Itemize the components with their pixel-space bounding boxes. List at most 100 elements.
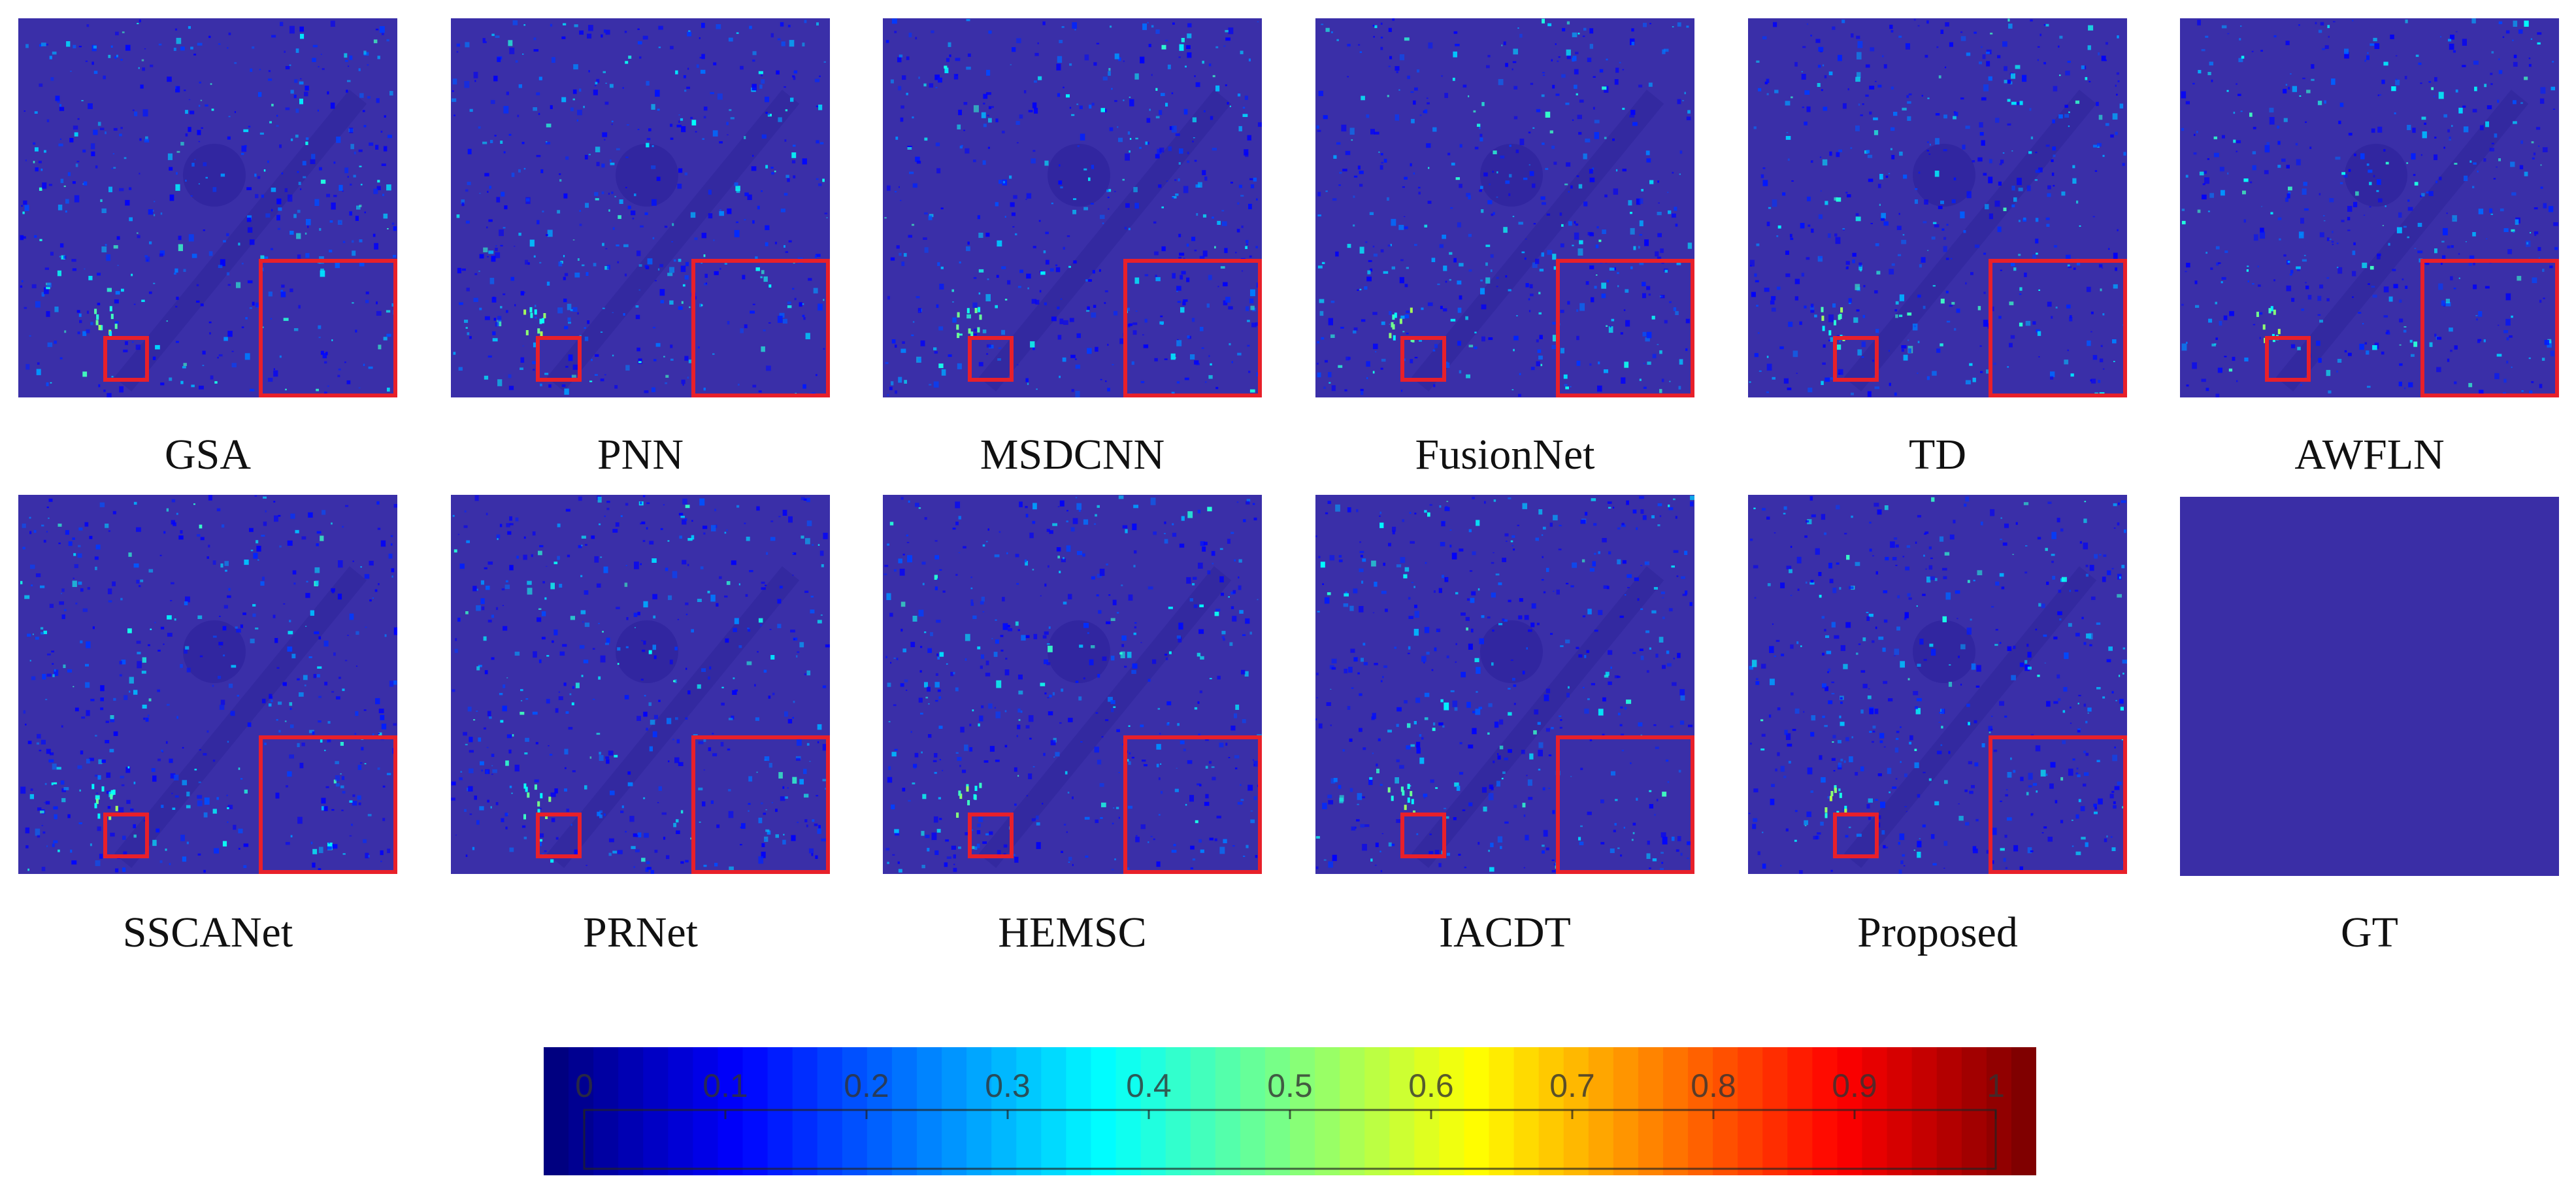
colorbar-swatch (1016, 1047, 1042, 1175)
zoom-box (691, 735, 830, 874)
colorbar-tick-label: 0.5 (1267, 1067, 1313, 1104)
panel-label: PRNet (582, 909, 699, 956)
panel-td (1748, 18, 2127, 397)
colorbar-swatch (1439, 1047, 1465, 1175)
colorbar-tick-label: 0.3 (985, 1067, 1031, 1104)
zoom-box (1123, 735, 1262, 874)
colorbar-swatch (966, 1047, 993, 1175)
roi-box (1833, 336, 1879, 382)
panel-label: FusionNet (1415, 431, 1595, 478)
colorbar-swatch (1190, 1047, 1216, 1175)
colorbar-swatch (1862, 1047, 1888, 1175)
colorbar-swatch (1215, 1047, 1241, 1175)
colorbar-tick-label: 0.6 (1408, 1067, 1454, 1104)
panel-fusionnet (1315, 18, 1694, 397)
colorbar-swatch (544, 1047, 570, 1175)
panel-label: GSA (164, 431, 252, 478)
colorbar-swatch (693, 1047, 719, 1175)
colorbar-swatch (1887, 1047, 1913, 1175)
error-map-texture (1748, 18, 2127, 397)
colorbar-swatch (842, 1047, 868, 1175)
roi-box (536, 336, 582, 382)
colorbar-tick-label: 0.2 (844, 1067, 889, 1104)
zoom-box (2420, 259, 2559, 397)
zoom-box (1556, 259, 1694, 397)
colorbar-swatch (891, 1047, 917, 1175)
panel-label: PNN (597, 431, 684, 478)
colorbar-swatch (1713, 1047, 1739, 1175)
panel-gt (2180, 497, 2559, 876)
error-map-texture (18, 18, 397, 397)
roi-box (1400, 813, 1446, 858)
colorbar-swatch (1315, 1047, 1341, 1175)
colorbar-swatch (1165, 1047, 1191, 1175)
panel-sscanet (18, 495, 397, 874)
panel-label: AWFLN (2294, 431, 2445, 478)
colorbar-swatch (569, 1047, 595, 1175)
error-map-texture (18, 495, 397, 874)
colorbar-swatch (1513, 1047, 1540, 1175)
panel-hemsc (883, 495, 1262, 874)
colorbar-tick-label: 0.7 (1549, 1067, 1595, 1104)
colorbar-tick-label: 1 (1987, 1067, 2005, 1104)
error-map-texture (883, 495, 1262, 874)
roi-box (968, 813, 1014, 858)
roi-box (968, 336, 1014, 382)
zoom-box (1989, 259, 2127, 397)
panel-label: TD (1909, 431, 1966, 478)
colorbar-tick-label: 0.8 (1691, 1067, 1736, 1104)
colorbar-swatch (1762, 1047, 1789, 1175)
colorbar-tick-label: 0 (575, 1067, 593, 1104)
error-map-texture (2180, 18, 2559, 397)
colorbar-swatch (718, 1047, 744, 1175)
roi-box (103, 336, 149, 382)
colorbar-swatch (1041, 1047, 1067, 1175)
panel-pnn (451, 18, 830, 397)
colorbar-swatch (792, 1047, 818, 1175)
colorbar-swatch (1588, 1047, 1614, 1175)
colorbar-swatch (668, 1047, 694, 1175)
zoom-box (259, 259, 397, 397)
colorbar-swatch (767, 1047, 793, 1175)
zoom-box (1556, 735, 1694, 874)
panel-proposed (1748, 495, 2127, 874)
panel-prnet (451, 495, 830, 874)
colorbar-swatch (1911, 1047, 1938, 1175)
colorbar-swatch (1787, 1047, 1813, 1175)
error-map-texture (1748, 495, 2127, 874)
error-map-texture (1315, 495, 1694, 874)
colorbar-swatch (1738, 1047, 1764, 1175)
colorbar-swatch (942, 1047, 968, 1175)
colorbar-swatch (1812, 1047, 1838, 1175)
colorbar-swatch (1663, 1047, 1689, 1175)
colorbar-tick-label: 0.9 (1832, 1067, 1877, 1104)
colorbar-swatch (1115, 1047, 1142, 1175)
error-map-texture (451, 495, 830, 874)
colorbar-swatch (1364, 1047, 1391, 1175)
colorbar-swatch (1837, 1047, 1863, 1175)
colorbar-swatch (1613, 1047, 1639, 1175)
zoom-box (259, 735, 397, 874)
colorbar-swatch (1389, 1047, 1415, 1175)
colorbar-swatch (1290, 1047, 1316, 1175)
colorbar-swatch (643, 1047, 669, 1175)
colorbar-swatch (817, 1047, 843, 1175)
colorbar-swatch (867, 1047, 893, 1175)
zoom-box (1989, 735, 2127, 874)
colorbar-tick-label: 0.4 (1126, 1067, 1172, 1104)
colorbar-swatch (1489, 1047, 1515, 1175)
panel-label: SSCANet (122, 909, 293, 956)
panel-label: HEMSC (998, 909, 1147, 956)
colorbar-swatch (991, 1047, 1017, 1175)
colorbar-swatch (593, 1047, 619, 1175)
colorbar-swatch (1066, 1047, 1092, 1175)
roi-box (2265, 336, 2311, 382)
zoom-box (691, 259, 830, 397)
roi-box (536, 813, 582, 858)
colorbar-swatch (1688, 1047, 1714, 1175)
colorbar-swatch (618, 1047, 644, 1175)
colorbar-swatch (1538, 1047, 1564, 1175)
zoom-box (1123, 259, 1262, 397)
colorbar-swatch (742, 1047, 768, 1175)
colorbar-tick-label: 0.1 (702, 1067, 748, 1104)
